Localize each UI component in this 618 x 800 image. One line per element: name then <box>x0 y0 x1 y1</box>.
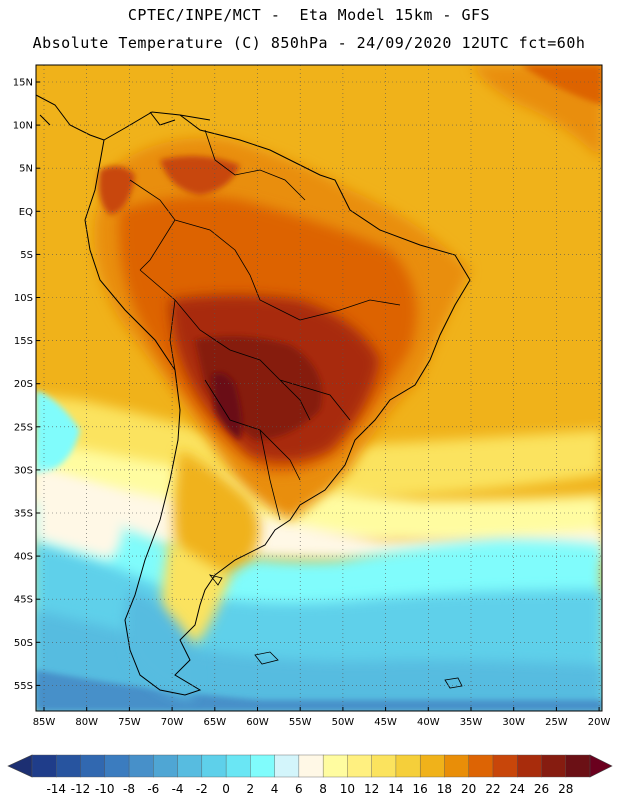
lon-label: 40W <box>417 717 440 728</box>
lon-label: 45W <box>374 717 397 728</box>
lon-label: 55W <box>289 717 312 728</box>
lat-label: 15N <box>13 78 33 89</box>
colorbar-label: -6 <box>147 782 159 796</box>
colorbar-label: -8 <box>123 782 135 796</box>
lon-label: 30W <box>502 717 525 728</box>
lon-label: 70W <box>161 717 184 728</box>
lat-label: 5N <box>19 164 33 175</box>
lat-label: 40S <box>14 552 33 563</box>
country-borders <box>129 129 401 521</box>
colorbar-label: 6 <box>295 782 303 796</box>
colorbar-label: -4 <box>172 782 184 796</box>
lat-label: 20S <box>14 379 33 390</box>
colorbar-label: 20 <box>461 782 476 796</box>
lon-label: 60W <box>246 717 269 728</box>
colorbar-swatch <box>104 754 130 778</box>
field-patagonia-yellow <box>160 540 230 644</box>
lon-label: 50W <box>332 717 355 728</box>
colorbar-swatch <box>517 754 542 778</box>
lat-label: 30S <box>14 465 33 476</box>
map-subtitle: Absolute Temperature (C) 850hPa - 24/09/… <box>32 34 586 52</box>
colorbar-swatch <box>274 754 300 778</box>
field-deep-blue <box>36 670 602 711</box>
field-land-colombia-red <box>98 166 135 215</box>
map-frame <box>35 64 603 712</box>
lat-label: EQ <box>19 207 33 218</box>
colorbar-swatch <box>56 754 82 778</box>
lat-label: 35S <box>14 509 33 520</box>
colorbar-swatch <box>541 754 567 778</box>
colorbar-swatch <box>492 754 518 778</box>
colorbar-label: 12 <box>364 782 379 796</box>
map-title: CPTEC/INPE/MCT - Eta Model 15km - GFS <box>127 6 491 24</box>
field-ne-hot <box>520 65 602 105</box>
lat-label: 10S <box>14 293 33 304</box>
field-land-north-red <box>160 156 240 195</box>
colorbar-swatch <box>444 754 470 778</box>
colorbar-swatch <box>177 754 203 778</box>
colorbar-swatch <box>31 754 57 778</box>
colorbar-swatch <box>225 754 251 778</box>
colorbar-swatch <box>322 754 348 778</box>
colorbar-swatch <box>128 754 154 778</box>
lat-label: 10N <box>13 121 33 132</box>
colorbar-swatch <box>395 754 421 778</box>
colorbar-label: -10 <box>95 782 115 796</box>
lon-label: 25W <box>545 717 568 728</box>
lat-label: 25S <box>14 422 33 433</box>
colorbar-label: 22 <box>485 782 500 796</box>
lat-label: 55S <box>14 681 33 692</box>
colorbar-label: 16 <box>413 782 428 796</box>
colorbar-swatch <box>201 754 227 778</box>
colorbar-label: 4 <box>271 782 279 796</box>
colorbar-swatch <box>468 754 494 778</box>
lon-label: 85W <box>33 717 56 728</box>
colorbar: -14 -12 -10 -8 -6 -4 -2 0 2 4 6 8 10 12 14 16 18 20 22 24 26… <box>7 754 613 796</box>
colorbar-low-arrow <box>7 754 33 778</box>
lat-label: 15S <box>14 336 33 347</box>
colorbar-label: 10 <box>340 782 355 796</box>
colorbar-label: 24 <box>510 782 525 796</box>
central-america-coast <box>36 94 211 141</box>
colorbar-swatch <box>80 754 106 778</box>
colorbar-label: 28 <box>558 782 573 796</box>
colorbar-label: -14 <box>46 782 66 796</box>
colorbar-label: 2 <box>247 782 255 796</box>
colorbar-label: 0 <box>222 782 230 796</box>
lon-label: 65W <box>203 717 226 728</box>
lon-label: 35W <box>460 717 483 728</box>
latitude-axis: 15N 10N 5N EQ 5S 10S 15S 20S 25S 30S 35S 40S 45S 50S 5… <box>13 78 40 692</box>
colorbar-swatch <box>250 754 276 778</box>
colorbar-swatch <box>153 754 179 778</box>
colorbar-swatch <box>298 754 324 778</box>
colorbar-label: -12 <box>71 782 91 796</box>
colorbar-label: -2 <box>196 782 208 796</box>
lon-label: 75W <box>118 717 141 728</box>
colorbar-swatch <box>419 754 445 778</box>
colorbar-label: 14 <box>388 782 403 796</box>
lat-label: 5S <box>20 250 33 261</box>
colorbar-swatch <box>371 754 397 778</box>
field-pacific-white <box>36 470 124 560</box>
lon-label: 20W <box>588 717 611 728</box>
field-pacific-cyan <box>36 390 80 475</box>
lon-label: 80W <box>75 717 98 728</box>
field-land-max <box>212 372 242 440</box>
coastline <box>84 111 471 696</box>
colorbar-swatch <box>565 754 591 778</box>
longitude-axis: 85W 80W 75W 70W 65W 60W 55W 50W 45W 40W 35W 30W 25W 2… <box>33 707 611 728</box>
colorbar-label: 18 <box>437 782 452 796</box>
colorbar-label: 26 <box>534 782 549 796</box>
colorbar-label: 8 <box>319 782 327 796</box>
colorbar-swatch <box>347 754 373 778</box>
lat-label: 45S <box>14 595 33 606</box>
lat-label: 50S <box>14 638 33 649</box>
colorbar-high-arrow <box>589 754 613 778</box>
